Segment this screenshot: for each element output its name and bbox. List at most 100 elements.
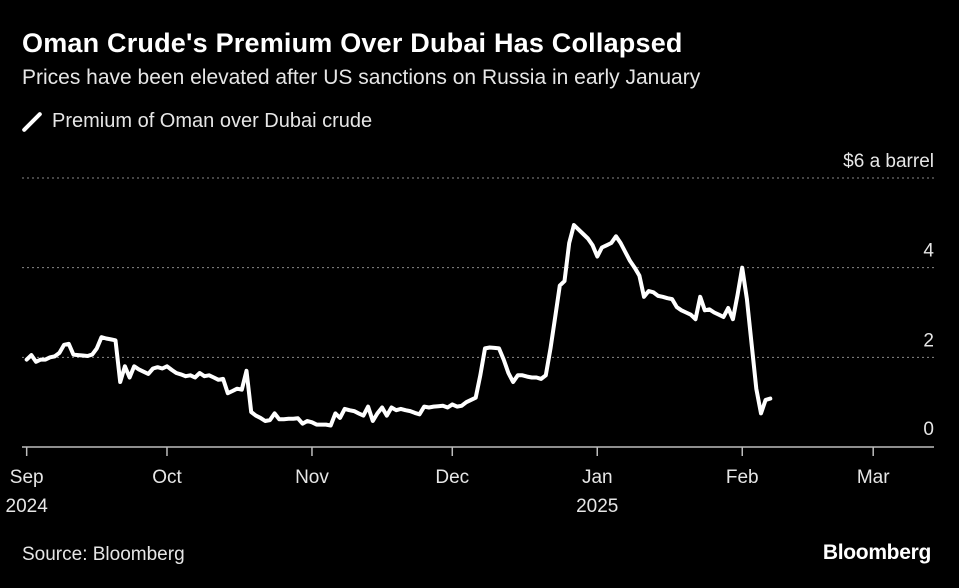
data-point (67, 342, 71, 346)
data-point (432, 405, 436, 409)
data-point (553, 315, 557, 319)
data-point (661, 295, 665, 299)
data-point (591, 243, 595, 247)
data-point (39, 358, 43, 362)
data-point (86, 354, 89, 358)
data-point (558, 284, 562, 288)
data-point (170, 368, 174, 372)
data-point (427, 406, 431, 409)
chart-subtitle: Prices have been elevated after US sanct… (22, 66, 701, 89)
data-point (483, 346, 487, 350)
legend-label: Premium of Oman over Dubai crude (52, 110, 373, 132)
data-point (104, 337, 108, 340)
data-point (418, 412, 421, 416)
data-point (703, 308, 707, 312)
series-line-oman-premium (24, 223, 773, 428)
data-point (212, 376, 216, 379)
data-point (375, 411, 379, 415)
data-point (455, 405, 459, 409)
data-point (118, 380, 122, 384)
data-point (57, 351, 61, 355)
x-tick-label: Jan (582, 467, 613, 488)
data-point (736, 293, 740, 297)
data-point (446, 406, 450, 409)
data-point (62, 343, 66, 347)
data-point (731, 317, 735, 321)
data-point (263, 419, 267, 423)
data-point (291, 417, 295, 421)
data-point (128, 376, 132, 379)
data-point (759, 411, 763, 415)
data-point (619, 241, 623, 245)
data-point (628, 259, 632, 263)
data-point (684, 311, 688, 314)
data-point (249, 410, 253, 414)
data-point (740, 266, 744, 270)
data-point (516, 373, 520, 377)
data-point (301, 422, 305, 426)
data-point (319, 423, 323, 427)
data-point (305, 419, 309, 423)
data-point (221, 377, 225, 381)
data-point (670, 297, 674, 301)
data-point (48, 355, 52, 359)
data-point (497, 346, 501, 350)
data-point (160, 367, 164, 370)
data-point (577, 228, 581, 232)
data-point (642, 295, 646, 299)
data-point (511, 380, 515, 384)
data-point (193, 376, 197, 379)
data-point (441, 404, 445, 408)
data-point (647, 289, 651, 293)
data-point (506, 371, 510, 375)
data-point (277, 417, 281, 421)
data-point (76, 353, 80, 357)
data-point (567, 241, 571, 245)
data-point (436, 404, 440, 408)
data-point (750, 342, 754, 346)
data-point (142, 370, 146, 374)
data-point (282, 417, 286, 421)
data-point (366, 405, 370, 409)
data-point (488, 346, 492, 349)
data-point (404, 408, 407, 412)
data-point (581, 232, 585, 236)
data-point (132, 364, 136, 368)
data-point (464, 400, 468, 404)
data-point (651, 290, 655, 294)
data-point (614, 234, 618, 238)
data-point (600, 246, 604, 249)
data-point (333, 411, 337, 415)
data-point (361, 414, 365, 418)
data-point (722, 315, 725, 319)
data-point (324, 423, 328, 427)
data-point (595, 255, 599, 258)
y-tick-label: 2 (923, 330, 934, 351)
data-point (563, 279, 566, 283)
data-point (347, 408, 351, 412)
data-point (287, 417, 291, 421)
data-point (394, 408, 398, 412)
data-point (29, 353, 33, 357)
data-point (240, 388, 244, 392)
x-tick-year-label: 2025 (576, 496, 618, 517)
x-tick-year-label: 2024 (6, 496, 49, 517)
data-point (408, 409, 412, 413)
data-point (174, 371, 178, 375)
data-point (633, 266, 637, 270)
data-point (708, 307, 711, 311)
data-point (146, 372, 150, 376)
data-point (235, 387, 239, 391)
data-point (422, 405, 426, 409)
data-point (226, 391, 230, 395)
data-point (530, 376, 534, 379)
x-tick-label: Oct (152, 467, 182, 488)
data-point (525, 375, 529, 379)
data-point (273, 411, 277, 415)
data-point (338, 416, 342, 420)
data-point (43, 358, 47, 362)
data-point (745, 297, 749, 301)
chart-title: Oman Crude's Premium Over Dubai Has Coll… (22, 28, 683, 58)
data-point (460, 404, 464, 408)
x-tick-label: Mar (857, 467, 890, 488)
